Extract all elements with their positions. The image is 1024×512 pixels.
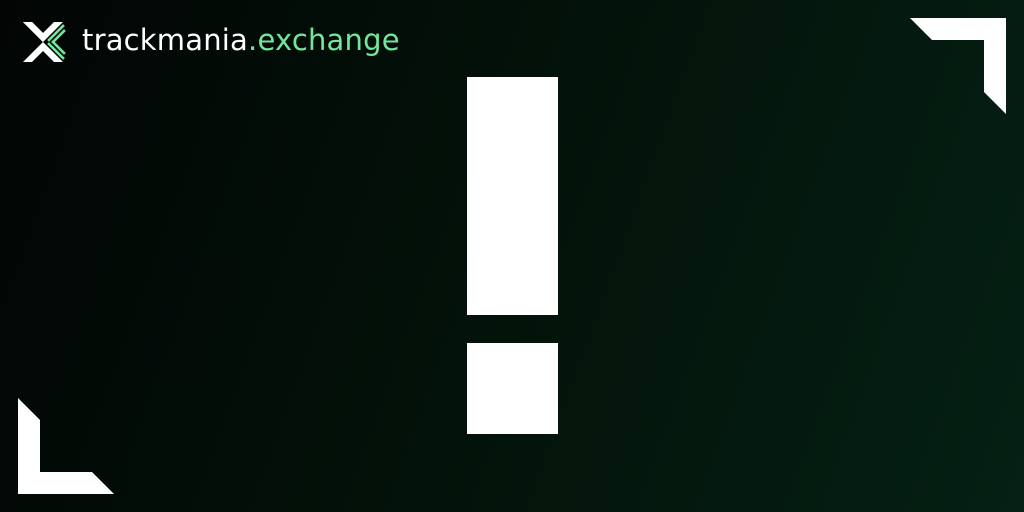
tmx-logo-icon [23, 22, 66, 62]
corner-bracket-icon [910, 18, 1006, 114]
exclamation-dot [467, 343, 558, 434]
brand-tld: .exchange [248, 23, 400, 57]
exclamation-mark-icon [467, 77, 558, 315]
site-brand[interactable]: trackmania.exchange [19, 18, 400, 66]
brand-name: trackmania [82, 23, 249, 57]
corner-bracket-icon [18, 398, 114, 494]
brand-wordmark: trackmania.exchange [82, 16, 400, 64]
